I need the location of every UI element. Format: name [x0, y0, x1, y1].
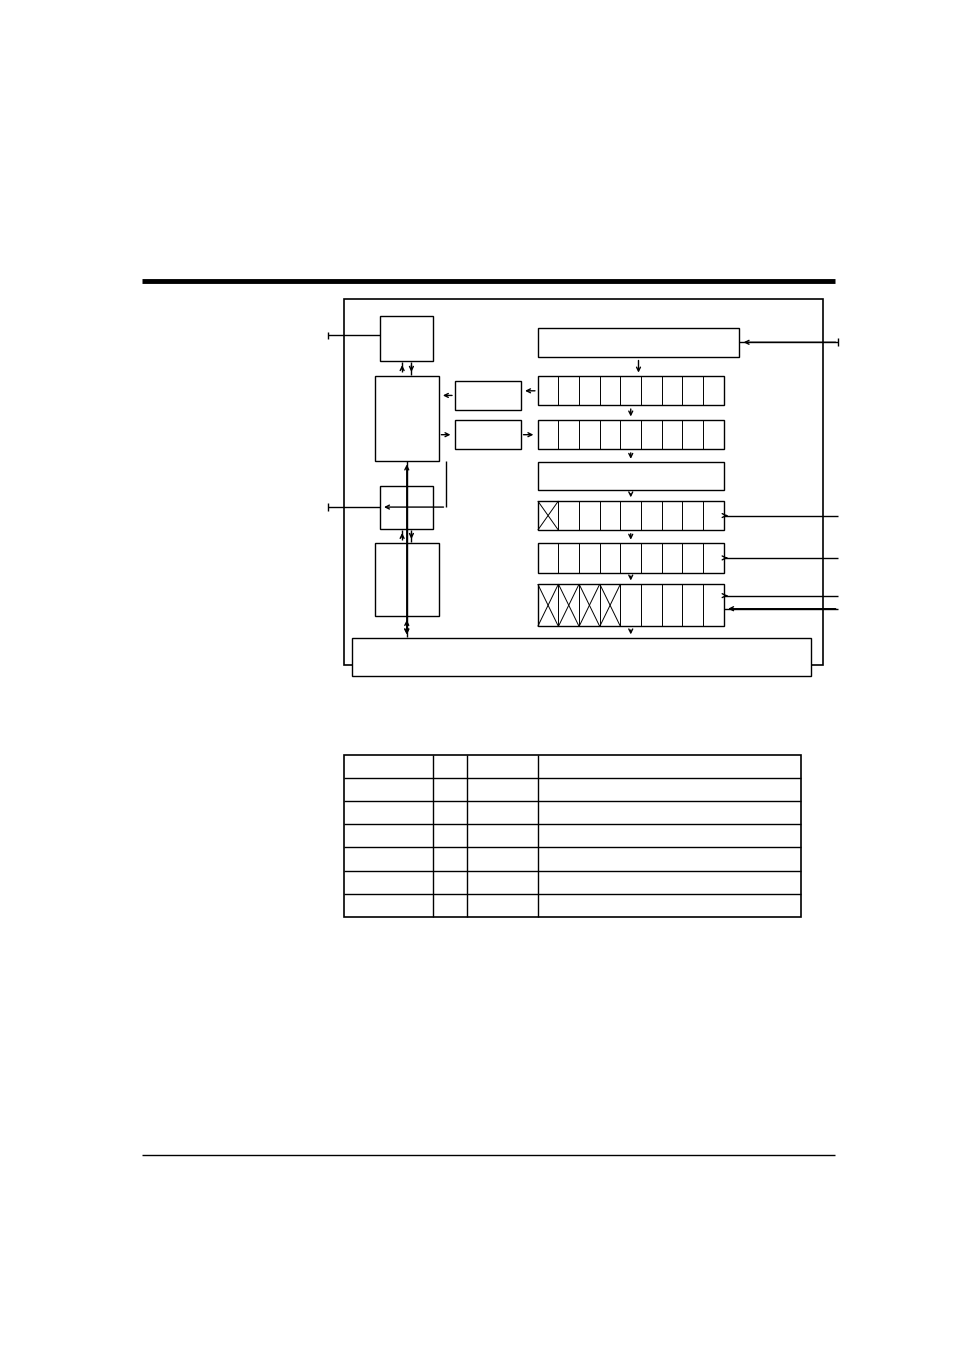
Bar [537, 328, 739, 357]
Bar [537, 543, 723, 573]
Bar [344, 755, 801, 917]
Bar [352, 638, 810, 677]
Bar [380, 485, 433, 528]
Bar [537, 584, 723, 627]
Bar [344, 299, 822, 665]
Bar [537, 420, 723, 450]
Bar [375, 376, 438, 461]
Bar [380, 316, 433, 361]
Bar [537, 462, 723, 490]
Bar [455, 381, 520, 411]
Bar [537, 501, 723, 530]
Bar [375, 543, 438, 616]
Bar [537, 376, 723, 405]
Bar [455, 420, 520, 450]
